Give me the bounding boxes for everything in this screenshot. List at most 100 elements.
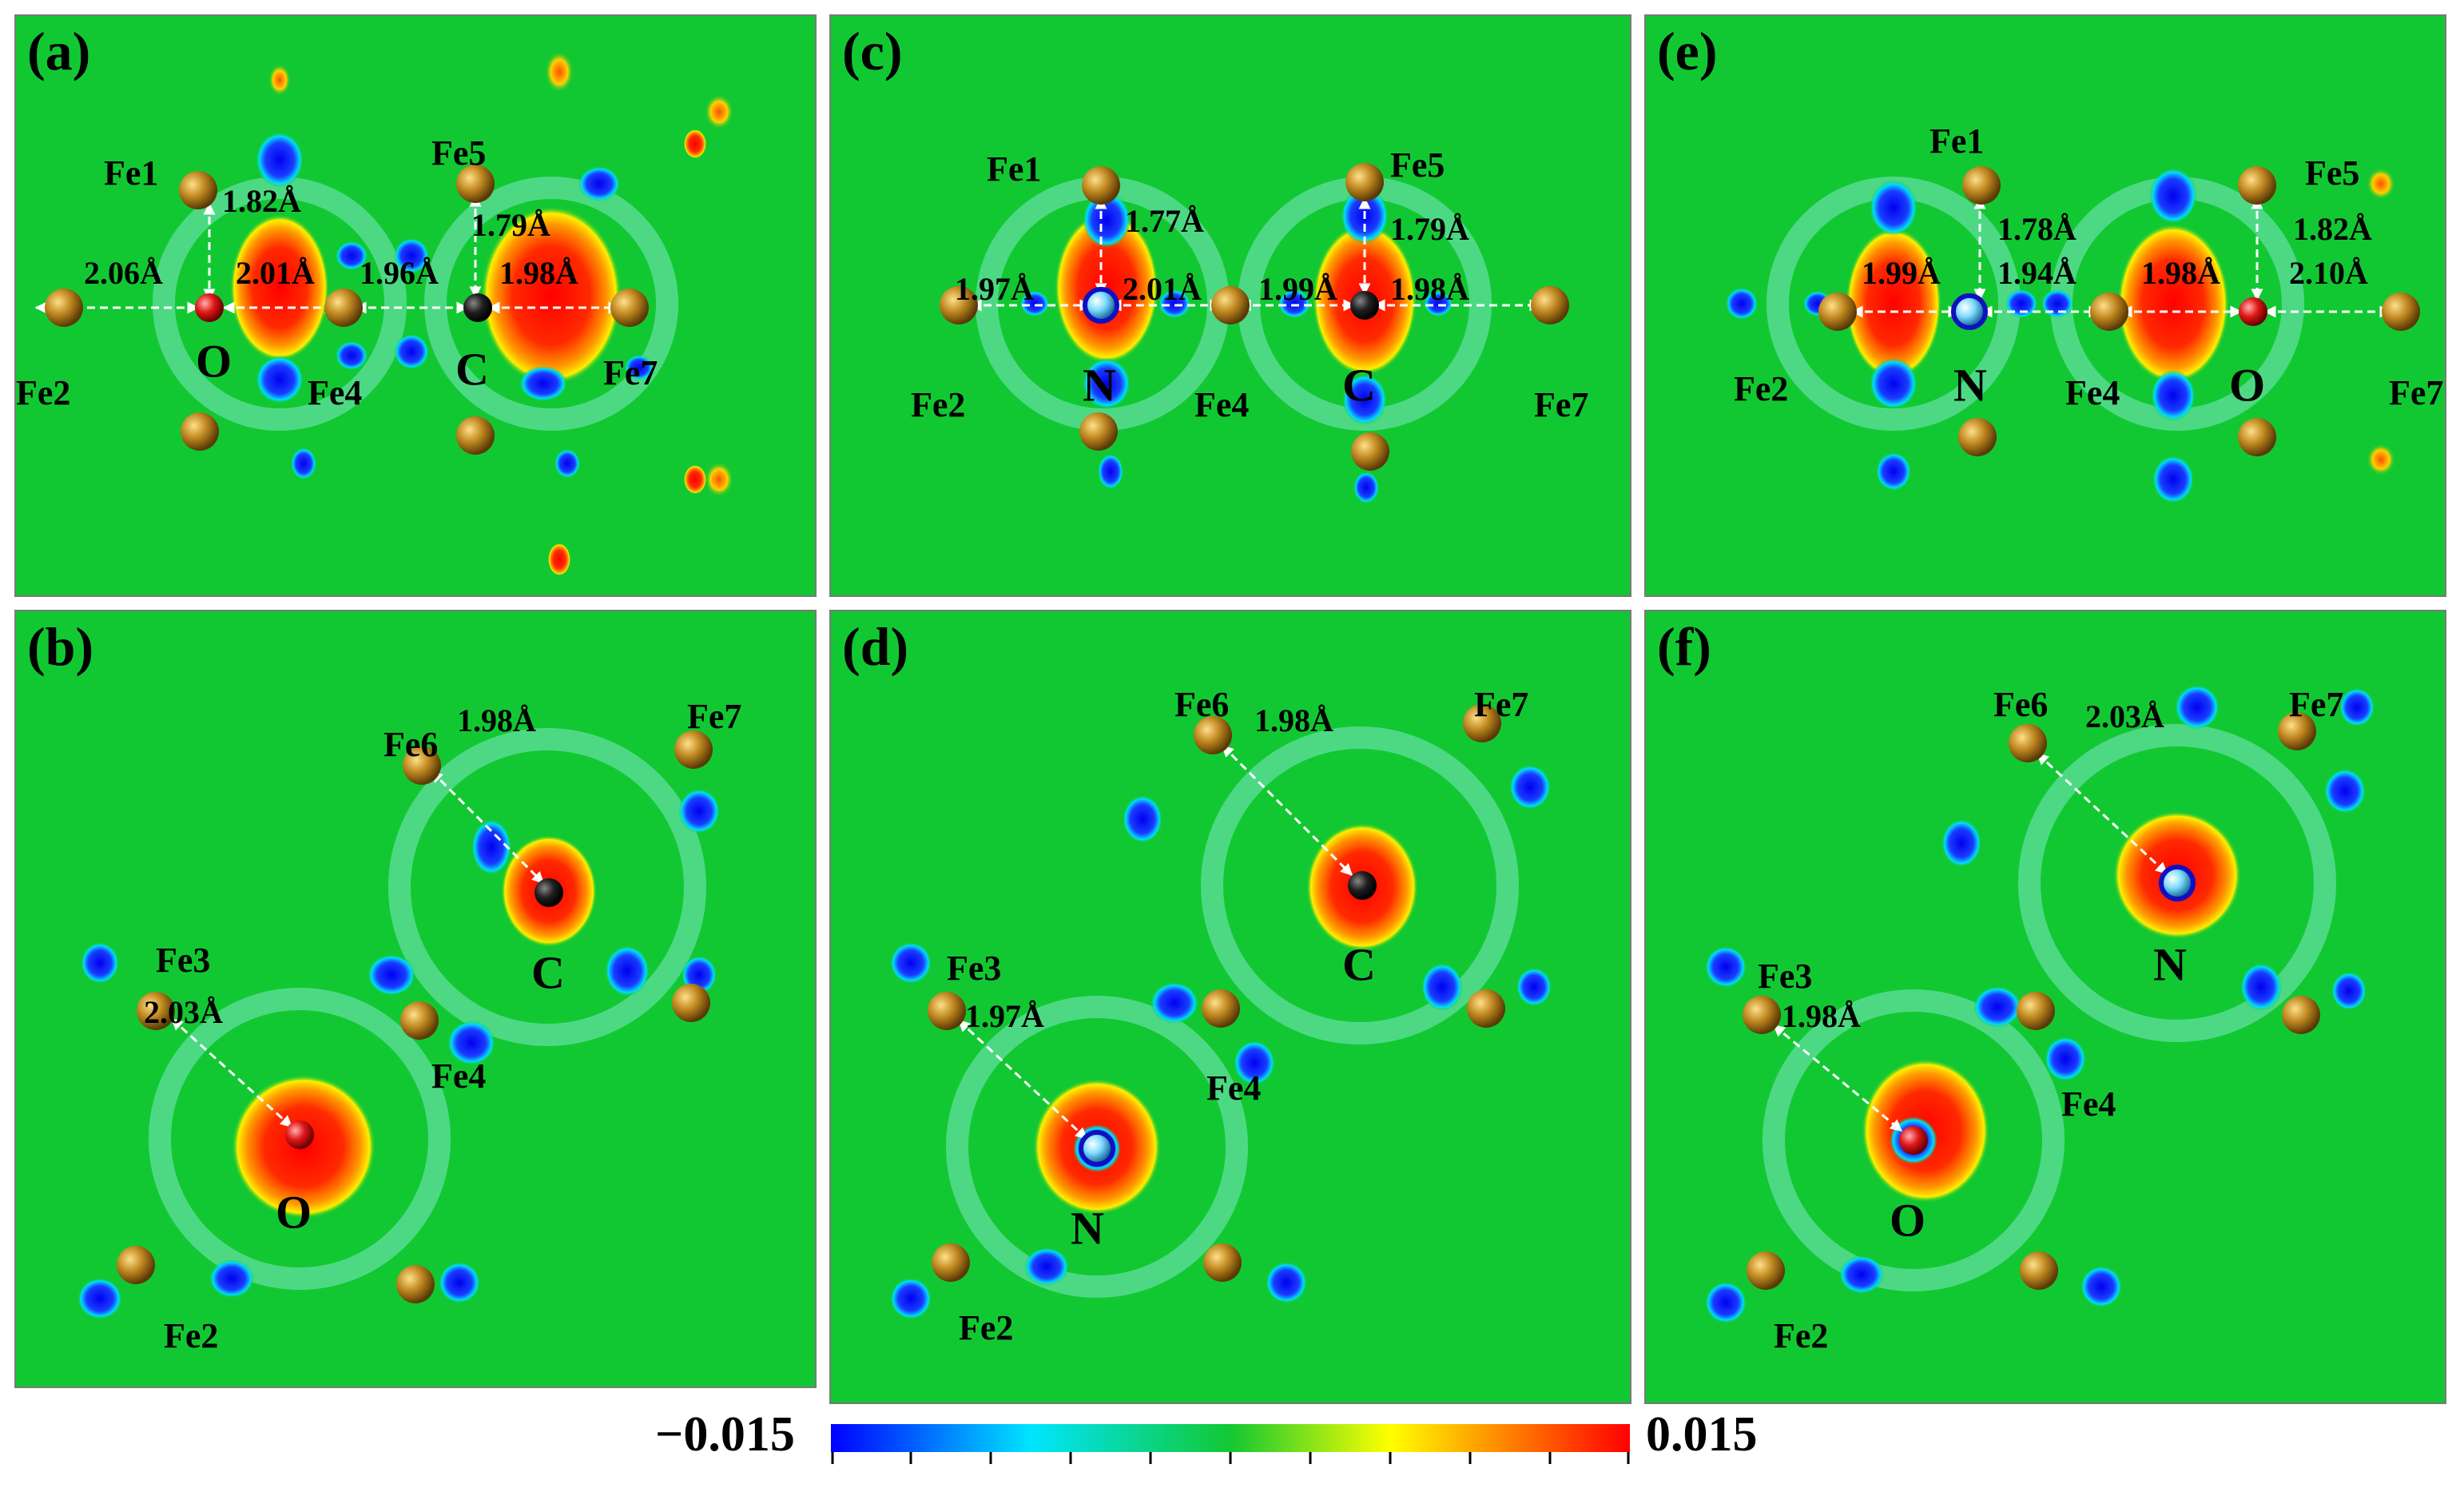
atom-label-c: C [455, 344, 489, 396]
charge-depletion-lobe [336, 241, 368, 270]
atom-label-fe6: Fe6 [384, 725, 438, 764]
fe-atom [1747, 1251, 1785, 1290]
fe-atom [672, 984, 710, 1022]
c-atom [535, 878, 563, 907]
atom-label-fe1: Fe1 [987, 149, 1041, 189]
charge-depletion-lobe [678, 789, 720, 834]
colorbar-gradient [831, 1424, 1630, 1452]
panel-label: (f) [1657, 616, 1711, 677]
density-ring [1763, 989, 2065, 1291]
fe-atom [1079, 412, 1118, 451]
charge-depletion-lobe [1870, 180, 1918, 236]
bond-distance-arrow [1221, 744, 1353, 877]
charge-depletion-lobe [519, 366, 567, 401]
charge-depletion-lobe [2045, 1036, 2086, 1081]
charge-depletion-lobe [2339, 688, 2375, 726]
charge-accumulation-lobe [548, 543, 570, 575]
atom-label-o: O [2229, 360, 2265, 412]
panel-b-svg: Fe6 Fe7 Fe3 Fe4 Fe2 O C 1.98Å 2.03Å (b) [16, 611, 815, 1387]
atom-label-fe2: Fe2 [1734, 369, 1788, 408]
atom-label-fe7: Fe7 [1534, 385, 1588, 424]
charge-depletion-lobe [81, 942, 119, 984]
fe-atom [396, 1265, 435, 1303]
atom-label-c: C [531, 947, 565, 999]
charge-depletion-lobe [1973, 986, 2021, 1028]
minor-accumulation-lobe [545, 51, 574, 93]
distance-label: 1.77Å [1125, 203, 1204, 239]
fe-atom [928, 992, 966, 1030]
charge-depletion-lobe [2331, 972, 2367, 1010]
panel-label: (a) [27, 21, 90, 82]
fe-atom [2090, 292, 2128, 331]
o-atom [195, 293, 224, 322]
charge-depletion-lobe [439, 1262, 480, 1303]
charge-depletion-lobe [256, 132, 304, 188]
fe-atom [940, 286, 978, 324]
atom-label-fe7: Fe7 [2389, 373, 2443, 412]
o-atom [2239, 297, 2267, 326]
atom-label-fe7: Fe7 [687, 697, 741, 736]
charge-depletion-lobe [1870, 358, 1918, 409]
charge-depletion-lobe [1509, 765, 1551, 810]
charge-depletion-lobe [1266, 1262, 1307, 1303]
fe-atom [2382, 292, 2420, 331]
fe-atom [1082, 166, 1120, 205]
charge-depletion-lobe [2149, 168, 2197, 224]
minor-accumulation-lobe [705, 94, 733, 129]
panel-a: Fe1 Fe2 Fe4 Fe5 Fe7 O C 1.82Å 2.06Å 2.01Å 1.96Å 1.7… [14, 14, 817, 597]
fe-atom [2278, 712, 2316, 750]
charge-depletion-lobe [368, 954, 415, 996]
fe-atom [1194, 716, 1232, 754]
charge-accumulation-lobe [2117, 224, 2229, 384]
fe-atom [456, 416, 495, 455]
charge-depletion-lobe [447, 1021, 495, 1065]
charge-depletion-lobe [1876, 452, 1911, 491]
atom-label-n: N [1953, 360, 1987, 412]
colorbar-ticks [831, 1452, 1630, 1464]
charge-accumulation-lobe [684, 465, 706, 494]
density-ring [149, 988, 451, 1290]
density-ring [946, 996, 1248, 1298]
atom-label-fe7: Fe7 [603, 353, 658, 392]
fe-atom [1202, 989, 1240, 1028]
bond-distance-arrow [957, 1019, 1088, 1140]
atom-label-fe3: Fe3 [156, 941, 210, 980]
charge-depletion-lobe [1705, 1282, 1747, 1323]
panel-label: (c) [842, 21, 902, 82]
charge-depletion-lobe [1123, 795, 1162, 843]
atom-label-fe6: Fe6 [1993, 685, 2048, 724]
fe-atom [2282, 996, 2320, 1034]
fe-atom [674, 730, 713, 769]
o-atom [1899, 1126, 1928, 1155]
charge-depletion-lobe [890, 942, 932, 984]
charge-depletion-lobe [336, 341, 368, 370]
charge-depletion-lobe [625, 355, 654, 380]
bond-distance-arrow [2036, 752, 2168, 875]
fe-atom [2020, 1251, 2058, 1290]
fe-atom [2238, 166, 2276, 205]
charge-depletion-lobe [394, 334, 429, 369]
fe-atom [2009, 724, 2047, 762]
distance-label: 1.78Å [1997, 211, 2077, 247]
panel-e-svg: Fe1 Fe5 Fe2 Fe4 Fe7 N O 1.78Å 1.82Å 1.99Å 1.94Å 1.9… [1646, 16, 2445, 595]
fe-atom [1351, 432, 1389, 471]
minor-accumulation-lobe [268, 64, 291, 96]
charge-depletion-lobe [2005, 289, 2037, 318]
atom-label-fe4: Fe4 [2061, 1084, 2116, 1124]
charge-depletion-lobe [2080, 1266, 2122, 1307]
fe-atom [932, 1243, 970, 1282]
panel-e: Fe1 Fe5 Fe2 Fe4 Fe7 N O 1.78Å 1.82Å 1.99Å 1.94Å 1.9… [1644, 14, 2446, 597]
n-atom-rim [1951, 293, 1988, 330]
distance-label: 1.94Å [1997, 255, 2077, 291]
charge-depletion-lobe [2152, 456, 2194, 503]
charge-depletion-lobe [890, 1278, 932, 1319]
panel-label: (d) [842, 616, 908, 677]
charge-depletion-lobe [1421, 963, 1463, 1011]
distance-label: 1.82Å [222, 183, 301, 219]
fe-atom [456, 165, 495, 203]
atom-label-c: C [1342, 939, 1376, 991]
distance-label: 1.98Å [2141, 255, 2220, 291]
fe-atom [324, 288, 363, 327]
atom-label-o: O [196, 336, 232, 388]
atom-label-fe4: Fe4 [2065, 373, 2120, 412]
